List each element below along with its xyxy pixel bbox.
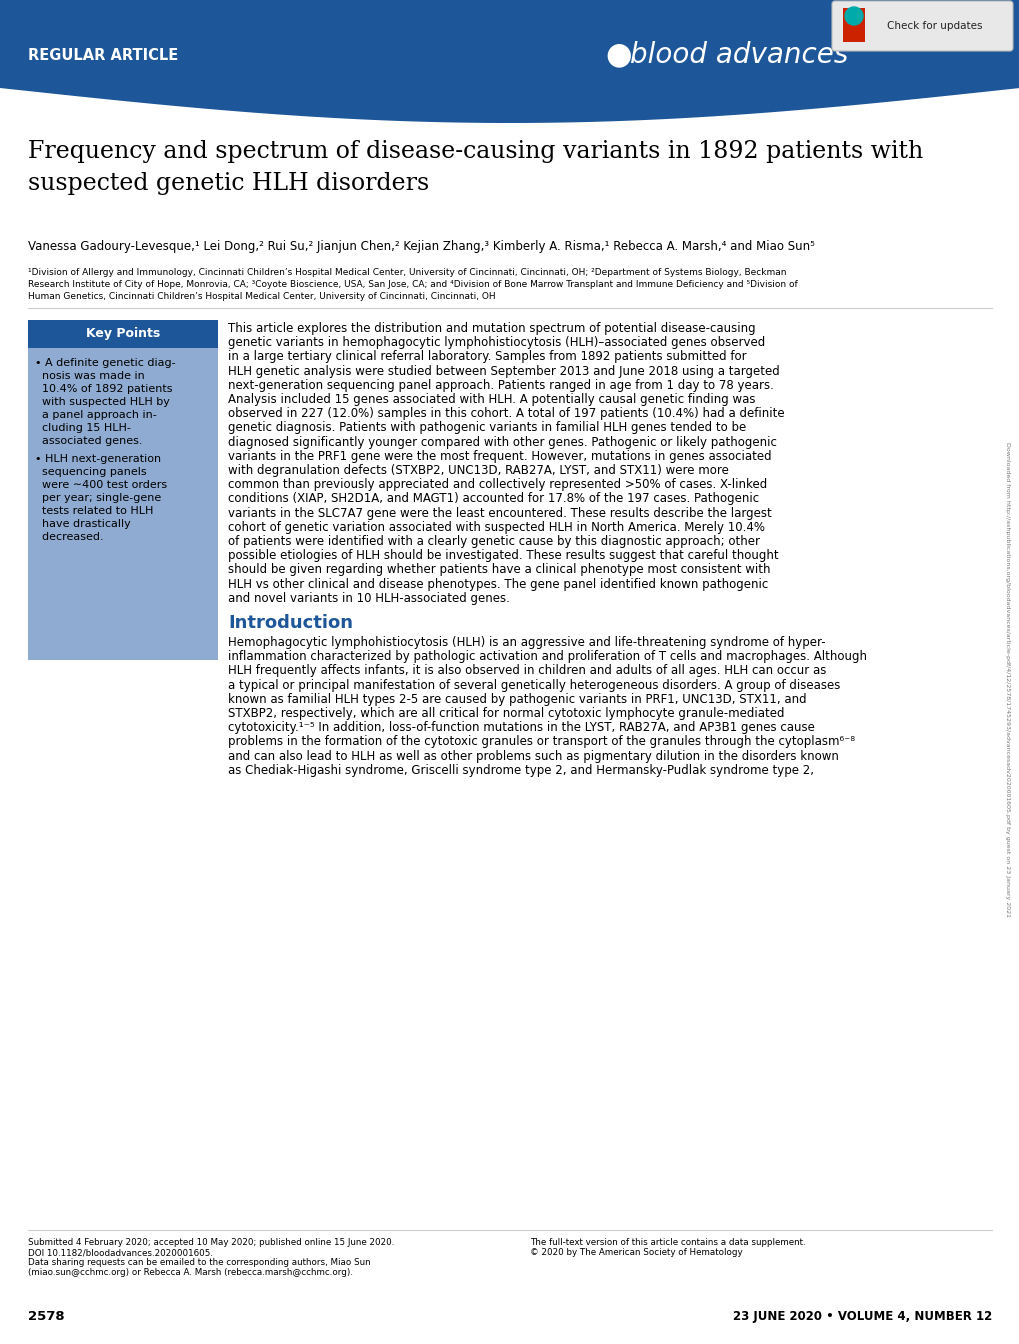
Text: with suspected HLH by: with suspected HLH by	[35, 396, 170, 407]
Text: next-generation sequencing panel approach. Patients ranged in age from 1 day to : next-generation sequencing panel approac…	[228, 379, 773, 392]
Text: associated genes.: associated genes.	[35, 435, 143, 446]
Text: per year; single-gene: per year; single-gene	[35, 493, 161, 503]
Text: This article explores the distribution and mutation spectrum of potential diseas: This article explores the distribution a…	[228, 323, 755, 335]
Polygon shape	[0, 0, 1019, 124]
Text: © 2020 by The American Society of Hematology: © 2020 by The American Society of Hemato…	[530, 1249, 742, 1257]
Text: genetic diagnosis. Patients with pathogenic variants in familial HLH genes tende: genetic diagnosis. Patients with pathoge…	[228, 422, 746, 434]
FancyBboxPatch shape	[28, 348, 218, 660]
Text: Research Institute of City of Hope, Monrovia, CA; ³Coyote Bioscience, USA, San J: Research Institute of City of Hope, Monr…	[28, 280, 797, 289]
Text: Vanessa Gadoury-Levesque,¹ Lei Dong,² Rui Su,² Jianjun Chen,² Kejian Zhang,³ Kim: Vanessa Gadoury-Levesque,¹ Lei Dong,² Ru…	[28, 241, 814, 253]
Text: Introduction: Introduction	[228, 614, 353, 632]
Text: a panel approach in-: a panel approach in-	[35, 410, 157, 419]
Text: known as familial HLH types 2-5 are caused by pathogenic variants in PRF1, UNC13: known as familial HLH types 2-5 are caus…	[228, 692, 806, 706]
Text: decreased.: decreased.	[35, 532, 104, 542]
Text: inflammation characterized by pathologic activation and proliferation of T cells: inflammation characterized by pathologic…	[228, 650, 866, 663]
Text: and can also lead to HLH as well as other problems such as pigmentary dilution i: and can also lead to HLH as well as othe…	[228, 750, 838, 762]
Text: HLH genetic analysis were studied between September 2013 and June 2018 using a t: HLH genetic analysis were studied betwee…	[228, 364, 779, 378]
Text: in a large tertiary clinical referral laboratory. Samples from 1892 patients sub: in a large tertiary clinical referral la…	[228, 351, 746, 363]
Text: (miao.sun@cchmc.org) or Rebecca A. Marsh (rebecca.marsh@cchmc.org).: (miao.sun@cchmc.org) or Rebecca A. Marsh…	[28, 1267, 353, 1277]
Text: Analysis included 15 genes associated with HLH. A potentially causal genetic fin: Analysis included 15 genes associated wi…	[228, 392, 755, 406]
Text: REGULAR ARTICLE: REGULAR ARTICLE	[28, 47, 178, 63]
Text: conditions (XIAP, SH2D1A, and MAGT1) accounted for 17.8% of the 197 cases. Patho: conditions (XIAP, SH2D1A, and MAGT1) acc…	[228, 492, 758, 505]
Text: sequencing panels: sequencing panels	[35, 466, 147, 477]
Text: Key Points: Key Points	[86, 328, 160, 340]
Text: • A definite genetic diag-: • A definite genetic diag-	[35, 358, 175, 368]
Text: should be given regarding whether patients have a clinical phenotype most consis: should be given regarding whether patien…	[228, 563, 769, 577]
Text: Human Genetics, Cincinnati Children’s Hospital Medical Center, University of Cin: Human Genetics, Cincinnati Children’s Ho…	[28, 292, 495, 301]
Text: 23 JUNE 2020 • VOLUME 4, NUMBER 12: 23 JUNE 2020 • VOLUME 4, NUMBER 12	[732, 1310, 991, 1322]
Text: Hemophagocytic lymphohistiocytosis (HLH) is an aggressive and life-threatening s: Hemophagocytic lymphohistiocytosis (HLH)…	[228, 636, 824, 649]
Text: tests related to HLH: tests related to HLH	[35, 505, 153, 516]
Text: genetic variants in hemophagocytic lymphohistiocytosis (HLH)–associated genes ob: genetic variants in hemophagocytic lymph…	[228, 336, 764, 349]
FancyBboxPatch shape	[0, 0, 1019, 87]
Text: possible etiologies of HLH should be investigated. These results suggest that ca: possible etiologies of HLH should be inv…	[228, 550, 777, 562]
Text: cohort of genetic variation associated with suspected HLH in North America. Mere: cohort of genetic variation associated w…	[228, 520, 764, 534]
Text: variants in the SLC7A7 gene were the least encountered. These results describe t: variants in the SLC7A7 gene were the lea…	[228, 507, 771, 520]
Text: The full-text version of this article contains a data supplement.: The full-text version of this article co…	[530, 1238, 805, 1247]
Text: common than previously appreciated and collectively represented >50% of cases. X: common than previously appreciated and c…	[228, 478, 766, 491]
Circle shape	[844, 7, 862, 26]
Text: ●: ●	[604, 40, 631, 70]
Text: Downloaded from http://ashpublications.org/bloodadvances/article-pdf/4/12/2578/1: Downloaded from http://ashpublications.o…	[1005, 442, 1010, 918]
Text: were ∼400 test orders: were ∼400 test orders	[35, 480, 167, 491]
Text: Check for updates: Check for updates	[887, 22, 981, 31]
Text: cluding 15 HLH-: cluding 15 HLH-	[35, 423, 130, 433]
Text: of patients were identified with a clearly genetic cause by this diagnostic appr: of patients were identified with a clear…	[228, 535, 759, 548]
FancyBboxPatch shape	[832, 1, 1012, 51]
Text: cytotoxicity.¹⁻⁵ In addition, loss-of-function mutations in the LYST, RAB27A, an: cytotoxicity.¹⁻⁵ In addition, loss-of-fu…	[228, 722, 814, 734]
Text: blood advances: blood advances	[630, 42, 848, 69]
Text: Data sharing requests can be emailed to the corresponding authors, Miao Sun: Data sharing requests can be emailed to …	[28, 1258, 370, 1267]
FancyBboxPatch shape	[28, 320, 218, 348]
Text: observed in 227 (12.0%) samples in this cohort. A total of 197 patients (10.4%) : observed in 227 (12.0%) samples in this …	[228, 407, 784, 421]
Text: 2578: 2578	[28, 1310, 64, 1322]
FancyBboxPatch shape	[842, 8, 864, 42]
Text: variants in the PRF1 gene were the most frequent. However, mutations in genes as: variants in the PRF1 gene were the most …	[228, 450, 770, 462]
Text: ¹Division of Allergy and Immunology, Cincinnati Children’s Hospital Medical Cent: ¹Division of Allergy and Immunology, Cin…	[28, 267, 786, 277]
Text: DOI 10.1182/bloodadvances.2020001605.: DOI 10.1182/bloodadvances.2020001605.	[28, 1249, 213, 1257]
Text: • HLH next-generation: • HLH next-generation	[35, 454, 161, 464]
Text: a typical or principal manifestation of several genetically heterogeneous disord: a typical or principal manifestation of …	[228, 679, 840, 692]
Text: STXBP2, respectively, which are all critical for normal cytotoxic lymphocyte gra: STXBP2, respectively, which are all crit…	[228, 707, 784, 720]
Text: with degranulation defects (STXBP2, UNC13D, RAB27A, LYST, and STX11) were more: with degranulation defects (STXBP2, UNC1…	[228, 464, 729, 477]
Text: suspected genetic HLH disorders: suspected genetic HLH disorders	[28, 172, 429, 195]
Text: as Chediak-Higashi syndrome, Griscelli syndrome type 2, and Hermansky-Pudlak syn: as Chediak-Higashi syndrome, Griscelli s…	[228, 763, 813, 777]
Text: problems in the formation of the cytotoxic granules or transport of the granules: problems in the formation of the cytotox…	[228, 735, 854, 749]
Text: Submitted 4 February 2020; accepted 10 May 2020; published online 15 June 2020.: Submitted 4 February 2020; accepted 10 M…	[28, 1238, 394, 1247]
Text: Frequency and spectrum of disease-causing variants in 1892 patients with: Frequency and spectrum of disease-causin…	[28, 140, 922, 163]
Text: HLH vs other clinical and disease phenotypes. The gene panel identified known pa: HLH vs other clinical and disease phenot…	[228, 578, 767, 590]
Text: diagnosed significantly younger compared with other genes. Pathogenic or likely : diagnosed significantly younger compared…	[228, 435, 776, 449]
Text: and novel variants in 10 HLH-associated genes.: and novel variants in 10 HLH-associated …	[228, 591, 510, 605]
Text: nosis was made in: nosis was made in	[35, 371, 145, 380]
Text: have drastically: have drastically	[35, 519, 130, 530]
Text: HLH frequently affects infants, it is also observed in children and adults of al: HLH frequently affects infants, it is al…	[228, 664, 825, 677]
Text: 10.4% of 1892 patients: 10.4% of 1892 patients	[35, 384, 172, 394]
